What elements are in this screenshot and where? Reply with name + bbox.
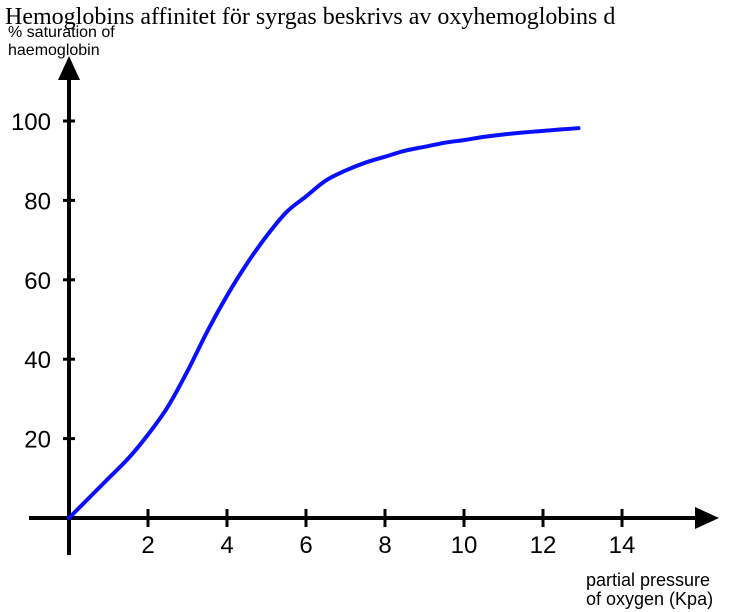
x-tick-label: 2 — [141, 532, 154, 559]
y-axis-arrowhead — [58, 56, 80, 80]
x-tick-label: 14 — [609, 532, 636, 559]
y-axis-label-line-1: % saturation of — [8, 24, 115, 41]
x-axis-arrowhead — [695, 507, 719, 529]
x-axis-ticks: 2 4 6 8 10 12 14 — [141, 509, 635, 559]
x-axis-label: partial pressure of oxygen (Kpa) — [586, 570, 713, 609]
y-axis-label: % saturation of haemoglobin — [8, 24, 115, 59]
x-tick-label: 10 — [451, 532, 478, 559]
y-tick-label: 40 — [24, 347, 51, 374]
y-tick-label: 20 — [24, 427, 51, 454]
y-axis-label-line-2: haemoglobin — [8, 42, 100, 59]
series-group — [67, 126, 581, 520]
y-tick-label: 60 — [24, 268, 51, 295]
y-tick-label: 80 — [24, 188, 51, 215]
saturation-curve — [67, 126, 581, 520]
x-tick-label: 4 — [220, 532, 233, 559]
header-text: Hemoglobins affinitet för syrgas beskriv… — [5, 4, 615, 30]
x-axis-label-line-2: of oxygen (Kpa) — [586, 589, 713, 609]
x-tick-label: 6 — [299, 532, 312, 559]
x-axis-label-line-1: partial pressure — [586, 570, 710, 590]
y-axis-ticks: 20 40 60 80 100 — [11, 109, 75, 454]
x-tick-label: 12 — [530, 532, 557, 559]
y-tick-label: 100 — [11, 109, 51, 136]
x-tick-label: 8 — [378, 532, 391, 559]
